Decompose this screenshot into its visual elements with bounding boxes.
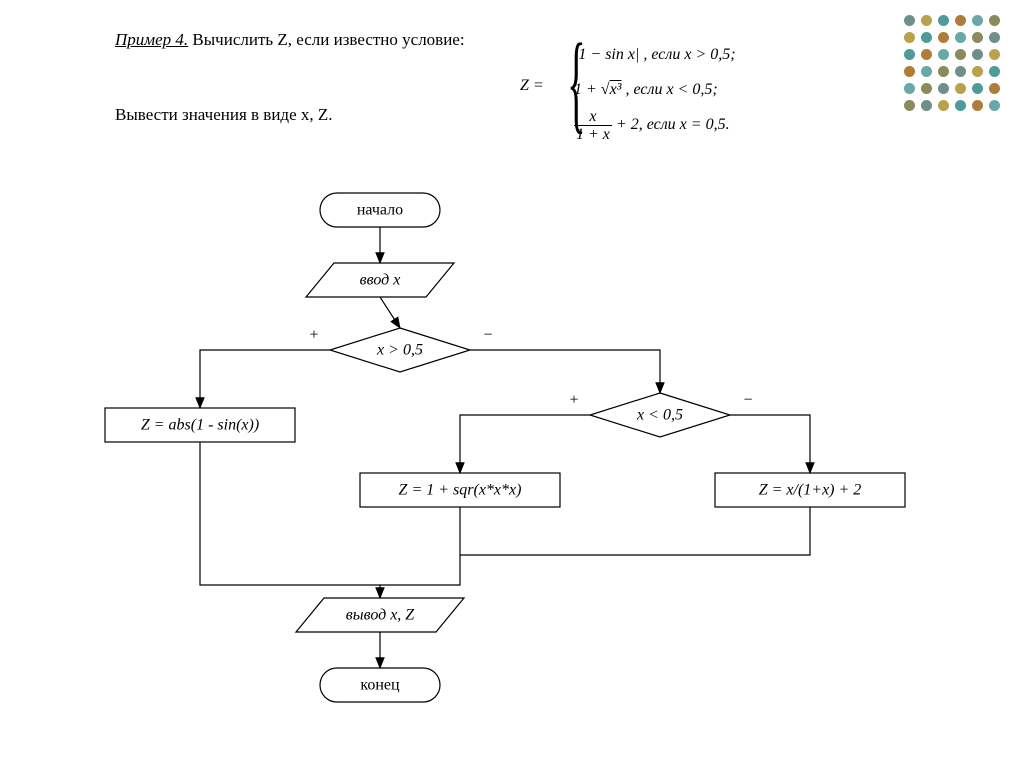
edge-merge-right-to-center [380, 555, 460, 585]
decorative-dot [904, 32, 915, 43]
dec2-minus: − [743, 392, 752, 409]
example-title: Пример 4. Вычислить Z, если известно усл… [115, 30, 885, 50]
decorative-dot [989, 83, 1000, 94]
dec1-plus: + [309, 327, 318, 344]
decorative-dot [938, 66, 949, 77]
edge-dec1-proc1 [200, 350, 330, 408]
dec1-minus: − [483, 327, 492, 344]
title-rest: Вычислить Z, если известно условие: [188, 30, 464, 49]
node-process-1-label: Z = abs(1 - sin(x)) [141, 417, 259, 434]
edge-proc1-merge [200, 442, 380, 585]
formula-case-2: 1 + √x³ , если x < 0,5; [574, 72, 736, 107]
edge-dec2-proc2 [460, 415, 590, 473]
node-output-label: вывод x, Z [346, 607, 416, 624]
node-process-2-label: Z = 1 + sqr(x*x*x) [399, 482, 522, 499]
decorative-dot [972, 100, 983, 111]
dec2-plus: + [569, 392, 578, 409]
decorative-dot [989, 15, 1000, 26]
formula-lhs: Z = [520, 77, 544, 95]
edge-dec2-proc3 [730, 415, 810, 473]
decorative-dot [938, 100, 949, 111]
subtitle: Вывести значения в виде x, Z. [115, 105, 885, 125]
decorative-dot [955, 15, 966, 26]
edge-input-dec1 [380, 297, 400, 328]
formula-case-1: |1 − sin x| , если x > 0,5; [574, 37, 736, 72]
decorative-dot [904, 15, 915, 26]
decorative-dot [904, 66, 915, 77]
decorative-dot [921, 66, 932, 77]
decorative-dot [921, 83, 932, 94]
decorative-dot [921, 32, 932, 43]
edge-dec1-dec2 [470, 350, 660, 393]
decorative-dot [972, 15, 983, 26]
decorative-dot [955, 66, 966, 77]
decorative-dot [955, 100, 966, 111]
decorative-dot [938, 32, 949, 43]
decorative-dot [904, 49, 915, 60]
decorative-dot [921, 49, 932, 60]
decorative-dot [972, 83, 983, 94]
decorative-dot [921, 15, 932, 26]
flowchart-diagram: начало ввод x x > 0,5 Z = abs(1 - sin(x)) x … [90, 190, 1010, 750]
decorative-dot [989, 32, 1000, 43]
decorative-dot [904, 83, 915, 94]
example-label: Пример 4. [115, 30, 188, 49]
node-decision-1-label: x > 0,5 [376, 342, 423, 359]
edge-proc3-merge [460, 507, 810, 555]
decorative-dot [955, 49, 966, 60]
decorative-dot [972, 32, 983, 43]
decorative-dot-grid [904, 15, 1024, 117]
decorative-dot [955, 32, 966, 43]
decorative-dot [938, 83, 949, 94]
formula-case-3: x1 + x + 2, если x = 0,5. [574, 107, 736, 143]
decorative-dot [955, 83, 966, 94]
node-input-label: ввод x [360, 272, 401, 289]
node-decision-2-label: x < 0,5 [636, 407, 683, 424]
decorative-dot [938, 49, 949, 60]
node-end-label: конец [360, 677, 400, 694]
decorative-dot [989, 100, 1000, 111]
decorative-dot [972, 49, 983, 60]
decorative-dot [904, 100, 915, 111]
node-process-3-label: Z = x/(1+x) + 2 [759, 482, 862, 499]
node-start-label: начало [357, 202, 403, 219]
decorative-dot [921, 100, 932, 111]
decorative-dot [938, 15, 949, 26]
decorative-dot [989, 66, 1000, 77]
decorative-dot [972, 66, 983, 77]
decorative-dot [989, 49, 1000, 60]
